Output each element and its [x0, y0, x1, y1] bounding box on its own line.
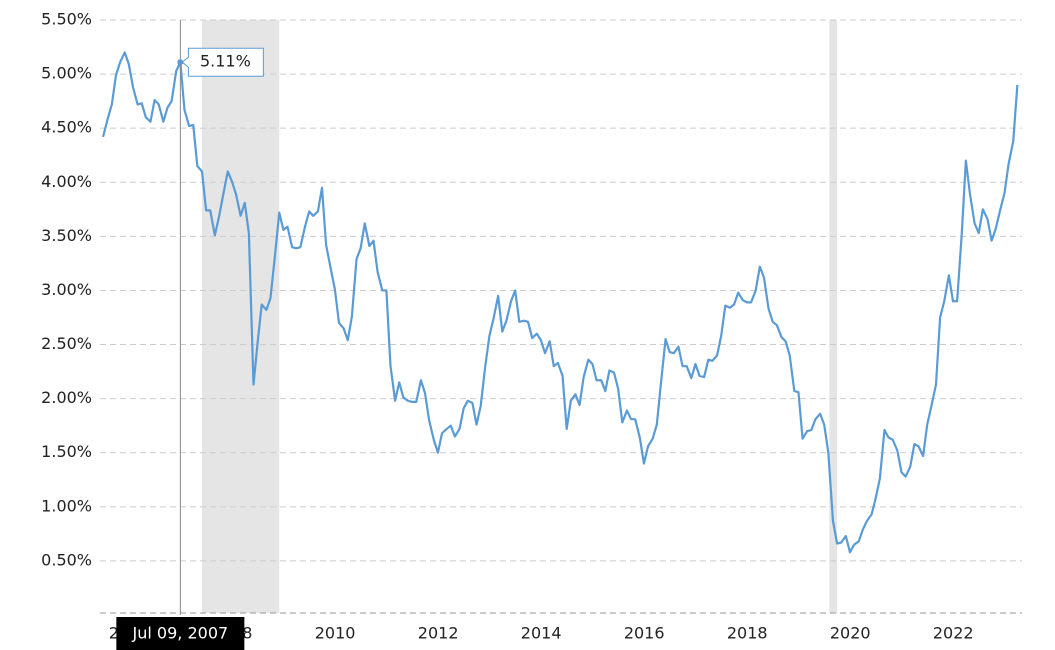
date-box — [116, 617, 245, 650]
x-tick-label: 2020 — [830, 624, 871, 643]
y-tick-label: 1.50% — [41, 442, 92, 461]
recession-band — [201, 20, 280, 613]
y-tick-label: 3.00% — [41, 280, 92, 299]
y-tick-label: 3.50% — [41, 226, 92, 245]
y-tick-label: 2.50% — [41, 334, 92, 353]
y-tick-label: 1.00% — [41, 496, 92, 515]
y-tick-label: 5.00% — [41, 64, 92, 83]
y-tick-label: 4.50% — [41, 118, 92, 137]
x-tick-label: 2010 — [315, 624, 356, 643]
y-tick-label: 4.00% — [41, 172, 92, 191]
x-tick-label: 2018 — [727, 624, 768, 643]
recession-band — [829, 20, 838, 613]
data-line — [102, 51, 1019, 554]
hover-point — [177, 59, 184, 66]
y-tick-label: 2.00% — [41, 388, 92, 407]
y-tick-label: 5.50% — [41, 10, 92, 29]
x-tick-label: 2012 — [418, 624, 459, 643]
tooltip-value: 5.11% — [200, 52, 251, 71]
x-tick-label: 2014 — [521, 624, 562, 643]
tooltip-date: Jul 09, 2007 — [132, 624, 229, 643]
tooltip-box — [181, 47, 264, 77]
x-tick-label: 2016 — [624, 624, 665, 643]
x-tick-label: 2022 — [933, 624, 974, 643]
y-tick-label: 0.50% — [41, 550, 92, 569]
